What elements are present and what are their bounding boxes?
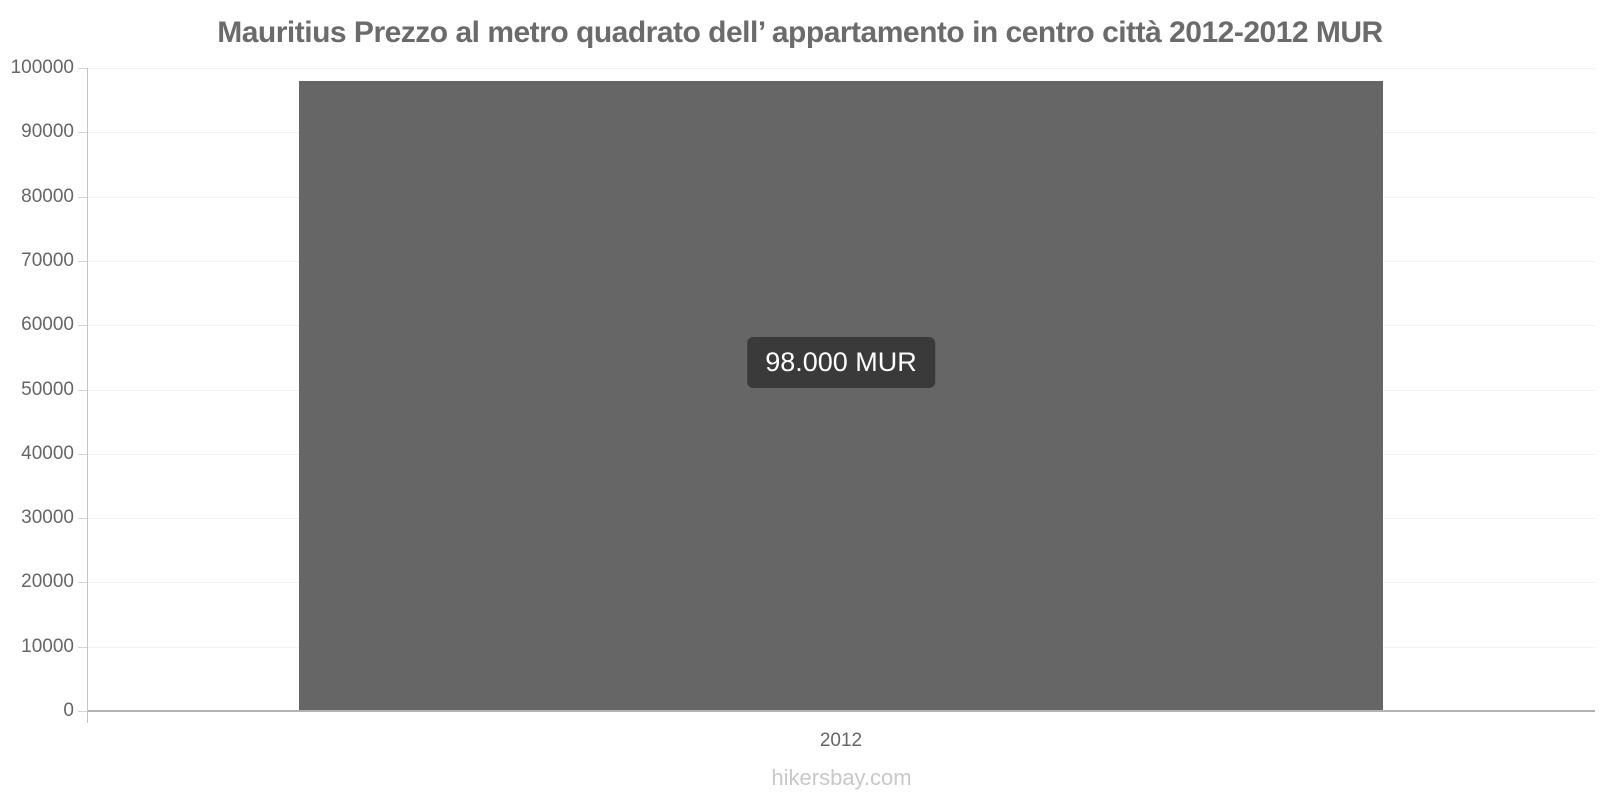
y-axis-label: 80000 — [21, 186, 74, 207]
y-axis-label: 0 — [63, 700, 74, 721]
x-axis-line — [88, 710, 1595, 712]
y-axis-label: 100000 — [10, 57, 74, 78]
y-axis-tick — [78, 197, 88, 198]
y-axis-label: 10000 — [21, 636, 74, 657]
y-axis-tick — [78, 454, 88, 455]
y-axis-tick — [78, 518, 88, 519]
y-axis-label: 20000 — [21, 571, 74, 592]
y-axis-tick — [78, 390, 88, 391]
y-axis-tick — [78, 132, 88, 133]
y-axis-label: 50000 — [21, 379, 74, 400]
y-axis-tick — [78, 647, 88, 648]
y-axis-tick — [78, 68, 88, 69]
y-axis-label: 60000 — [21, 314, 74, 335]
y-axis-line — [87, 68, 88, 723]
y-axis-tick — [78, 261, 88, 262]
y-axis-label: 30000 — [21, 507, 74, 528]
watermark-link[interactable]: hikersbay.com — [771, 765, 912, 790]
chart-title: Mauritius Prezzo al metro quadrato dell’… — [217, 16, 1383, 49]
y-axis-tick — [78, 325, 88, 326]
y-axis-tick — [78, 582, 88, 583]
y-axis-tick — [78, 711, 88, 712]
y-gridline — [88, 68, 1595, 69]
y-axis-label: 90000 — [21, 121, 74, 142]
y-axis-label: 70000 — [21, 250, 74, 271]
x-axis-category-label: 2012 — [819, 730, 863, 751]
y-axis-label: 40000 — [21, 443, 74, 464]
bar-2012[interactable] — [299, 81, 1383, 710]
data-label-tooltip: 98.000 MUR — [747, 337, 935, 388]
